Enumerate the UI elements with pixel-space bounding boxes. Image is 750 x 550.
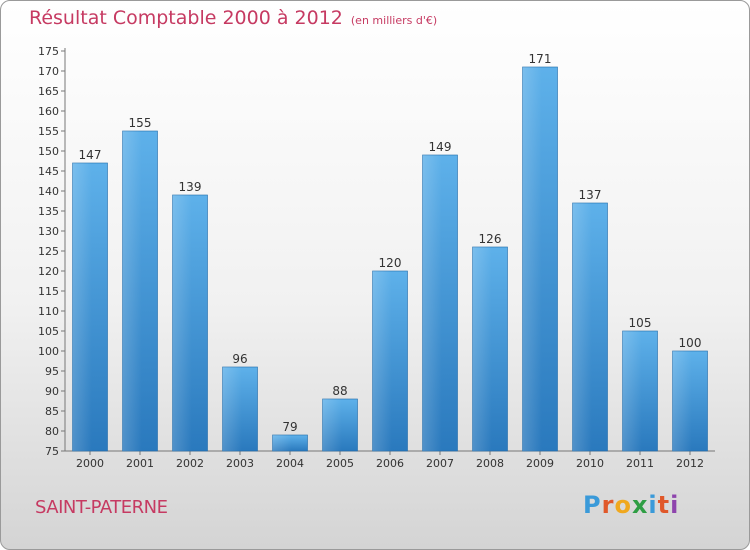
bar-value-label: 120 [379, 256, 402, 270]
bar-value-label: 155 [129, 116, 152, 130]
x-tick-label: 2010 [576, 457, 604, 470]
bar-shine [372, 271, 408, 451]
x-tick-label: 2005 [326, 457, 354, 470]
y-tick-label: 145 [38, 165, 59, 178]
logo-letter: r [601, 491, 615, 519]
y-tick-label: 95 [45, 365, 59, 378]
y-axis: 75 80 85 90 95 100 105 110 115 120 125 130 135 140 145… [38, 45, 66, 458]
bar-shine [322, 399, 358, 451]
logo-letter: i [670, 491, 680, 519]
x-tick-label: 2007 [426, 457, 454, 470]
bar-value-label: 149 [429, 140, 452, 154]
bar-shine [472, 247, 508, 451]
y-tick-label: 115 [38, 285, 59, 298]
y-tick-label: 80 [45, 425, 59, 438]
y-tick-label: 130 [38, 225, 59, 238]
bar-value-label: 171 [529, 52, 552, 66]
chart-title-text: Résultat Comptable 2000 à 2012 [29, 7, 343, 29]
bar-value-label: 79 [282, 420, 297, 434]
y-tick-label: 155 [38, 125, 59, 138]
x-tick-label: 2011 [626, 457, 654, 470]
bar-shine [222, 367, 258, 451]
bar-shine [572, 203, 608, 451]
bar-value-label: 105 [629, 316, 652, 330]
y-tick-label: 135 [38, 205, 59, 218]
bar-shine [522, 67, 558, 451]
x-tick-label: 2008 [476, 457, 504, 470]
bar-shine [422, 155, 458, 451]
y-tick-label: 90 [45, 385, 59, 398]
y-tick-label: 125 [38, 245, 59, 258]
x-tick-label: 2003 [226, 457, 254, 470]
bar-shine [672, 351, 708, 451]
bar-value-label: 88 [332, 384, 347, 398]
x-tick-label: 2001 [126, 457, 154, 470]
logo-letter: P [583, 491, 602, 519]
bar-shine [72, 163, 108, 451]
bar-value-label: 100 [679, 336, 702, 350]
proxiti-logo: Proxiti [583, 491, 679, 519]
y-tick-label: 120 [38, 265, 59, 278]
bar-shine [122, 131, 158, 451]
bar-value-label: 126 [479, 232, 502, 246]
chart-subtitle: (en milliers d'€) [350, 14, 438, 27]
logo-letter: x [631, 491, 649, 519]
y-tick-label: 140 [38, 185, 59, 198]
chart-title: Résultat Comptable 2000 à 2012 (en millie… [29, 7, 437, 29]
logo-letter: t [657, 491, 671, 519]
x-tick-label: 2002 [176, 457, 204, 470]
x-tick-label: 2000 [76, 457, 104, 470]
y-tick-label: 150 [38, 145, 59, 158]
x-tick-label: 2006 [376, 457, 404, 470]
logo-letter: o [614, 491, 632, 519]
y-tick-label: 170 [38, 65, 59, 78]
y-tick-label: 165 [38, 85, 59, 98]
commune-name: SAINT-PATERNE [35, 497, 168, 518]
bar-shine [172, 195, 208, 451]
bar-value-label: 96 [232, 352, 247, 366]
y-tick-label: 160 [38, 105, 59, 118]
bars-group: 147 155 139 96 79 88 120 149 126 171 137 105 100 [72, 52, 708, 452]
logo-letter: i [648, 491, 658, 519]
x-tick-label: 2012 [676, 457, 704, 470]
bar-shine [272, 435, 308, 451]
bar-value-label: 147 [79, 148, 102, 162]
y-tick-label: 75 [45, 445, 59, 458]
x-tick-label: 2009 [526, 457, 554, 470]
y-tick-label: 100 [38, 345, 59, 358]
y-tick-label: 105 [38, 325, 59, 338]
bar-shine [622, 331, 658, 451]
x-tick-label: 2004 [276, 457, 304, 470]
bar-value-label: 139 [179, 180, 202, 194]
x-axis: 2000 2001 2002 2003 2004 2005 2006 2007 2008 2009… [65, 450, 715, 470]
bar-value-label: 137 [579, 188, 602, 202]
y-tick-label: 85 [45, 405, 59, 418]
y-tick-label: 175 [38, 45, 59, 58]
y-tick-label: 110 [38, 305, 59, 318]
